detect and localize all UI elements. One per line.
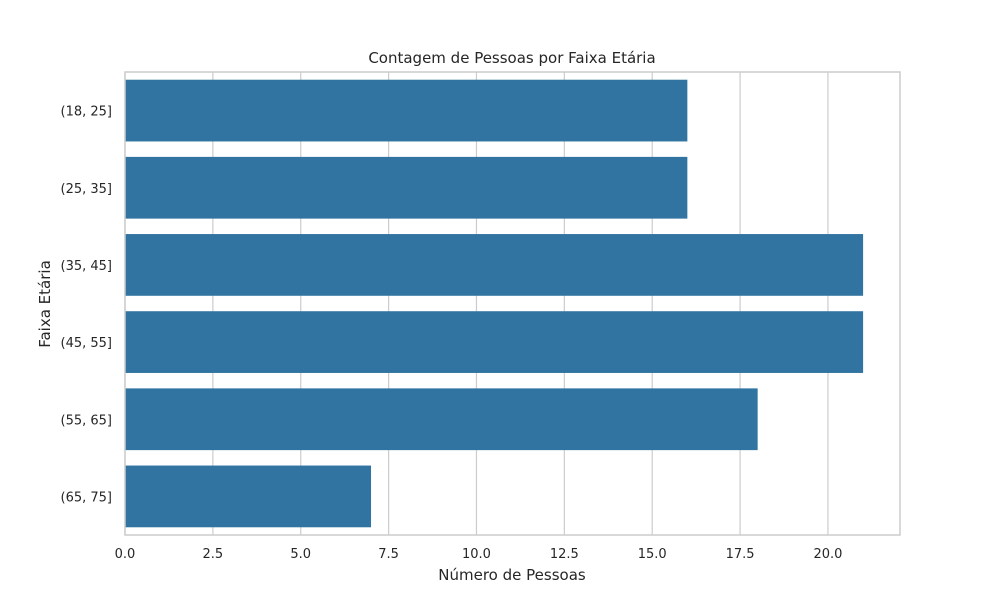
x-tick-label: 20.0 xyxy=(813,547,842,562)
bar xyxy=(125,465,372,528)
grid-lines xyxy=(124,72,829,535)
bar xyxy=(125,311,864,373)
y-tick-labels: (18, 25] (25, 35] (35, 45] (45, 55] (55, 65]… xyxy=(61,105,113,506)
x-tick-label: 10.0 xyxy=(462,547,491,562)
y-tick-label: (35, 45] xyxy=(61,259,113,274)
bar xyxy=(125,79,688,142)
x-axis-label: Número de Pessoas xyxy=(438,566,586,584)
bar xyxy=(125,156,688,219)
y-axis-label: Faixa Etária xyxy=(36,260,54,348)
y-tick-label: (18, 25] xyxy=(61,105,113,120)
bar xyxy=(125,388,758,451)
chart-title: Contagem de Pessoas por Faixa Etária xyxy=(368,49,655,67)
bar xyxy=(125,234,864,296)
x-tick-label: 12.5 xyxy=(550,547,579,562)
x-tick-label: 5.0 xyxy=(290,547,311,562)
y-tick-label: (55, 65] xyxy=(61,413,113,428)
y-tick-label: (45, 55] xyxy=(61,336,113,351)
y-tick-label: (25, 35] xyxy=(61,182,113,197)
x-tick-label: 0.0 xyxy=(115,547,136,562)
bars xyxy=(125,79,864,528)
plot-frame xyxy=(124,71,901,536)
y-tick-label: (65, 75] xyxy=(61,490,113,505)
x-tick-label: 2.5 xyxy=(203,547,224,562)
x-tick-label: 15.0 xyxy=(638,547,667,562)
x-tick-labels: 0.0 2.5 5.0 7.5 10.0 12.5 15.0 17.5 20.0 xyxy=(115,547,843,562)
x-tick-label: 17.5 xyxy=(726,547,755,562)
x-tick-label: 7.5 xyxy=(378,547,399,562)
